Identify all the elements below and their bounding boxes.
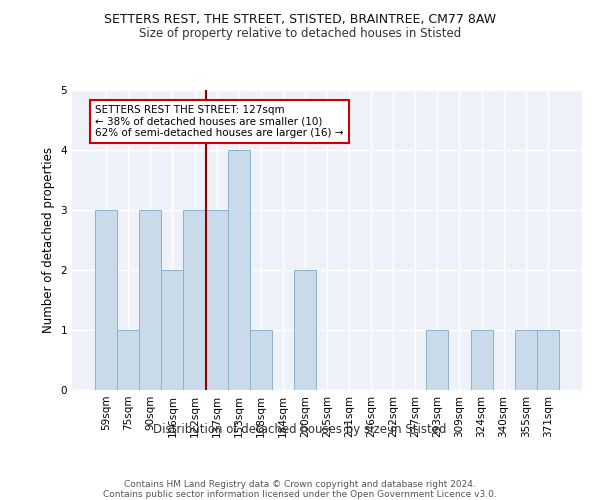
Text: Contains HM Land Registry data © Crown copyright and database right 2024.
Contai: Contains HM Land Registry data © Crown c… xyxy=(103,480,497,500)
Text: Distribution of detached houses by size in Stisted: Distribution of detached houses by size … xyxy=(153,422,447,436)
Bar xyxy=(95,210,117,390)
Bar xyxy=(250,330,272,390)
Bar xyxy=(117,330,139,390)
Y-axis label: Number of detached properties: Number of detached properties xyxy=(42,147,55,333)
Bar xyxy=(427,330,448,390)
Bar xyxy=(161,270,184,390)
Text: SETTERS REST, THE STREET, STISTED, BRAINTREE, CM77 8AW: SETTERS REST, THE STREET, STISTED, BRAIN… xyxy=(104,12,496,26)
Bar xyxy=(184,210,206,390)
Bar xyxy=(537,330,559,390)
Bar xyxy=(206,210,227,390)
Bar xyxy=(470,330,493,390)
Text: Size of property relative to detached houses in Stisted: Size of property relative to detached ho… xyxy=(139,28,461,40)
Bar xyxy=(139,210,161,390)
Bar xyxy=(515,330,537,390)
Bar xyxy=(227,150,250,390)
Text: SETTERS REST THE STREET: 127sqm
← 38% of detached houses are smaller (10)
62% of: SETTERS REST THE STREET: 127sqm ← 38% of… xyxy=(95,105,344,138)
Bar xyxy=(294,270,316,390)
